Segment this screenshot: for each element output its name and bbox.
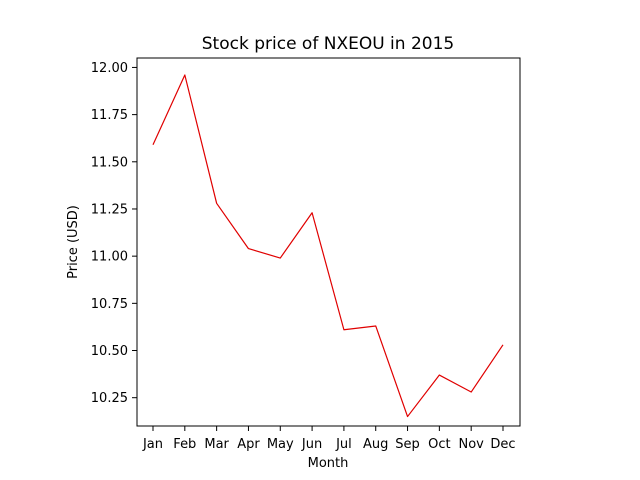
x-tick-label: Oct <box>428 437 450 452</box>
y-tick-label: 10.50 <box>91 344 128 359</box>
x-tick-label: Mar <box>204 437 229 452</box>
chart-title: Stock price of NXEOU in 2015 <box>202 34 454 54</box>
y-tick-label: 11.75 <box>91 108 128 123</box>
x-tick-label: Jul <box>335 437 352 452</box>
x-tick-label: Jun <box>301 437 322 452</box>
series-line <box>152 74 504 418</box>
series-layer <box>152 74 504 418</box>
x-tick-label: Sep <box>395 437 420 452</box>
y-tick-label: 10.75 <box>91 297 128 312</box>
x-tick-label: Feb <box>173 437 196 452</box>
y-tick-label: 11.50 <box>91 155 128 170</box>
x-tick-label: Dec <box>490 437 515 452</box>
x-axis-label: Month <box>308 456 349 471</box>
y-tick-label: 12.00 <box>91 61 128 76</box>
y-tick-label: 11.00 <box>91 250 128 265</box>
x-tick-label: May <box>267 437 294 452</box>
x-tick-label: Jan <box>142 437 163 452</box>
x-tick-label: Nov <box>458 437 484 452</box>
y-tick-label: 11.25 <box>91 202 128 217</box>
x-tick-label: Apr <box>237 437 260 452</box>
y-tick-label: 10.25 <box>91 391 128 406</box>
x-tick-label: Aug <box>363 437 388 452</box>
y-axis: 10.25 10.50 10.75 11.00 11.25 11.50 11.75 12.00 <box>91 61 137 406</box>
plot-area-frame <box>136 57 521 427</box>
y-axis-label: Price (USD) <box>66 205 81 279</box>
x-axis: Jan Feb Mar Apr May Jun Jul Aug Sep Oct Nov Dec <box>142 426 516 452</box>
